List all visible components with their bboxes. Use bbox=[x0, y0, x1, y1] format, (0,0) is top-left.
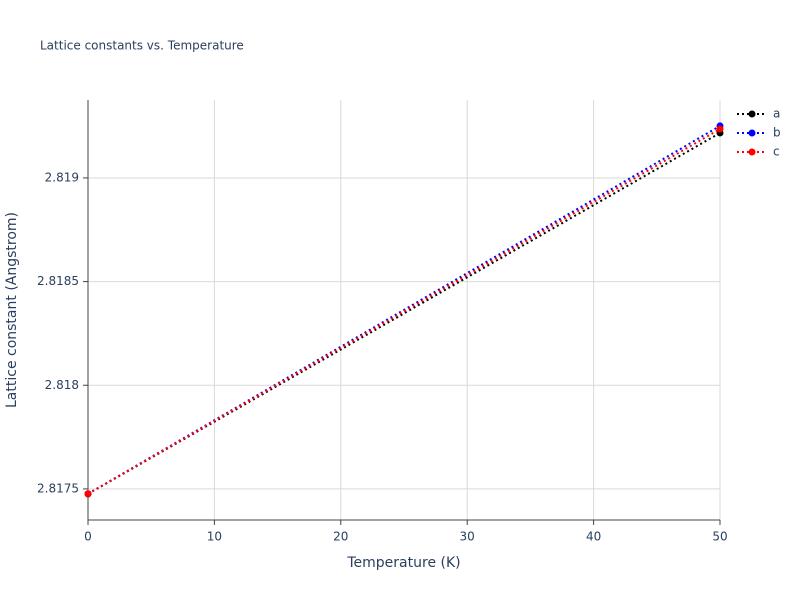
x-tick-label: 10 bbox=[207, 530, 222, 544]
legend-marker bbox=[748, 110, 756, 118]
series-line bbox=[87, 128, 721, 495]
point bbox=[716, 125, 724, 133]
chart-title: Lattice constants vs. Temperature bbox=[40, 39, 244, 53]
y-tick-label: 2.8185 bbox=[37, 274, 79, 288]
y-tick-label: 2.819 bbox=[45, 170, 79, 184]
legend-marker bbox=[748, 148, 756, 156]
y-axis-label: Lattice constant (Angstrom) bbox=[4, 212, 20, 408]
x-axis-label: Temperature (K) bbox=[346, 555, 460, 571]
legend-label: c bbox=[773, 145, 780, 159]
series-line bbox=[87, 132, 721, 495]
legend-label: a bbox=[773, 107, 780, 121]
x-tick-label: 0 bbox=[84, 530, 92, 544]
point bbox=[84, 490, 92, 498]
y-tick-label: 2.8175 bbox=[37, 481, 79, 495]
x-tick-label: 20 bbox=[333, 530, 348, 544]
x-tick-label: 30 bbox=[460, 530, 475, 544]
x-tick-label: 50 bbox=[712, 530, 727, 544]
x-tick-label: 40 bbox=[586, 530, 601, 544]
legend-label: b bbox=[773, 126, 781, 140]
legend-marker bbox=[748, 129, 756, 137]
series-line bbox=[87, 125, 721, 495]
y-tick-label: 2.818 bbox=[45, 378, 79, 392]
